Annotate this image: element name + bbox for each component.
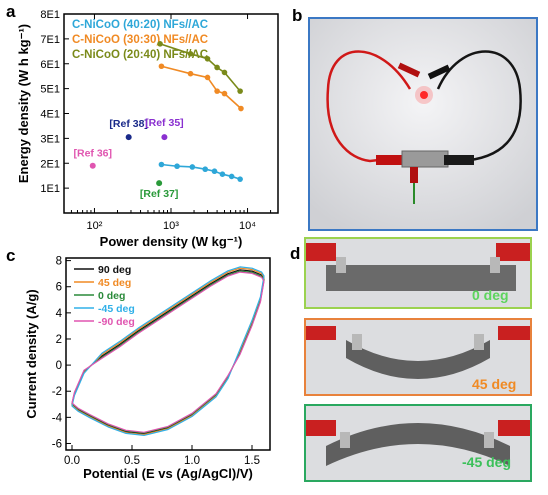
chart-a-data-point [204, 55, 211, 62]
chart-c-legend-entry: -45 deg [98, 303, 135, 315]
chart-a-y-axis-label: Energy density (W h kg⁻¹) [16, 24, 31, 183]
chart-a-reference-label: [Ref 37] [140, 188, 179, 200]
chart-c-cv-curve [71, 267, 265, 436]
chart-a-legend-entry: C-NiCoO (20:40) NFs//AC [72, 49, 208, 61]
chart-a-legend-entry: C-NiCoO (30:30) NFs//AC [72, 34, 208, 46]
chart-c-y-tick-label: 6 [56, 282, 62, 294]
chart-c-y-axis-label: Current density (A/g) [24, 289, 39, 418]
chart-c-x-tick-label: 0.5 [124, 455, 140, 467]
chart-a-series-line [161, 65, 242, 110]
chart-a-y-tick-label: 4E1 [40, 109, 60, 121]
chart-a-y-tick-label: 5E1 [40, 84, 60, 96]
photo-d-0deg: 0 deg [304, 237, 532, 309]
chart-c-cv-curves: 0.0 0.5 1.0 1.5 -6 -4 -2 0 2 4 6 8 Potential (E vs (… [24, 256, 271, 481]
chart-c-legend-entry: 90 deg [98, 264, 131, 276]
chart-a-data-point [189, 164, 196, 170]
chart-c-legend-entry: 45 deg [98, 277, 131, 289]
chart-a-data-point [187, 51, 194, 57]
chart-a-reference-label: [Ref 36] [73, 148, 112, 160]
chart-a-reference-point [89, 162, 96, 169]
chart-a-data-point [221, 69, 228, 76]
chart-a-reference-point [161, 134, 168, 141]
chart-a-y-tick-label: 1E1 [40, 183, 60, 195]
photo-d-label-45deg: 45 deg [472, 376, 517, 392]
panel-letter-a: a [6, 2, 16, 21]
chart-a-reference-label: [Ref 35] [145, 117, 184, 129]
chart-a-data-point [219, 171, 226, 177]
chart-a-reference-point [156, 180, 163, 187]
chart-c-x-tick-label: 1.5 [244, 455, 260, 467]
chart-a-y-tick-label: 2E1 [40, 158, 60, 170]
chart-a-y-tick-label: 7E1 [40, 34, 60, 46]
chart-a-y-tick-label: 6E1 [40, 59, 60, 71]
chart-c-y-tick-label: 2 [56, 334, 62, 346]
chart-c-cv-curve [71, 266, 265, 436]
chart-a-x-tick-label: 10⁴ [239, 220, 256, 232]
chart-a-data-point [214, 88, 220, 94]
photo-b-illustration [310, 19, 536, 229]
chart-c-y-tick-label: -4 [52, 412, 63, 424]
chart-a-data-point [174, 163, 180, 170]
chart-a-y-tick-label: 3E1 [40, 133, 60, 145]
photo-d-0deg-strip [306, 239, 530, 307]
photo-d-45deg: 45 deg [304, 318, 532, 396]
chart-c-y-tick-label: 8 [56, 256, 62, 268]
chart-a-data-point [211, 168, 218, 175]
chart-a-data-point [237, 88, 243, 94]
panel-letter-d: d [290, 244, 301, 263]
photo-d-minus45deg: -45 deg [304, 404, 532, 482]
chart-c-y-tick-label: -6 [52, 438, 62, 450]
chart-a-data-point [158, 161, 165, 168]
chart-c-x-tick-label: 0.0 [64, 455, 80, 467]
chart-c-cv-curve [71, 269, 265, 435]
chart-a-reference-point [125, 134, 132, 141]
chart-a-data-point [187, 70, 194, 77]
chart-c-x-tick-label: 1.0 [184, 455, 200, 467]
photo-d-label-0deg: 0 deg [472, 287, 509, 303]
chart-a-data-point [204, 74, 211, 81]
chart-c-y-tick-label: 0 [56, 360, 62, 372]
chart-c-cv-curve [71, 271, 265, 433]
chart-a-data-point [238, 105, 244, 112]
chart-a-y-tick-label: 8E1 [40, 9, 60, 21]
chart-c-legend-entry: -90 deg [98, 316, 135, 328]
chart-a-data-point [157, 41, 163, 47]
chart-a-data-point [228, 173, 235, 180]
chart-a-data-point [202, 166, 209, 173]
panel-letter-b: b [292, 6, 303, 25]
chart-c-x-axis-label: Potential (E vs (Ag/AgCl)/V) [83, 466, 253, 481]
chart-a-reference-label: [Ref 38] [109, 118, 148, 130]
photo-d-45deg-strip [306, 320, 530, 394]
chart-a-data-point [158, 63, 165, 70]
photo-d-minus45deg-strip [306, 406, 530, 480]
chart-a-x-axis-label: Power density (W kg⁻¹) [100, 234, 243, 249]
chart-c-y-tick-label: -2 [52, 386, 62, 398]
chart-c-frame [65, 257, 271, 451]
chart-c-y-tick-label: 4 [56, 308, 63, 320]
chart-c-legend-entry: 0 deg [98, 290, 125, 302]
chart-a-x-tick-label: 10² [87, 220, 103, 232]
chart-a-series-line [159, 43, 241, 92]
chart-a-data-point [214, 64, 220, 71]
chart-a-data-point [237, 176, 243, 182]
chart-a-legend-entry: C-NiCoO (40:20) NFs//AC [72, 19, 208, 31]
chart-a-data-point [221, 90, 228, 97]
panel-letter-c: c [6, 246, 16, 265]
chart-a-x-tick-label: 10³ [163, 220, 179, 232]
photo-d-label-minus45deg: -45 deg [462, 454, 512, 470]
photo-b-device-with-led [308, 17, 538, 231]
chart-a-ragone-plot: 10²10³10⁴1E12E13E14E15E16E17E18E19E1Powe… [16, 9, 279, 249]
